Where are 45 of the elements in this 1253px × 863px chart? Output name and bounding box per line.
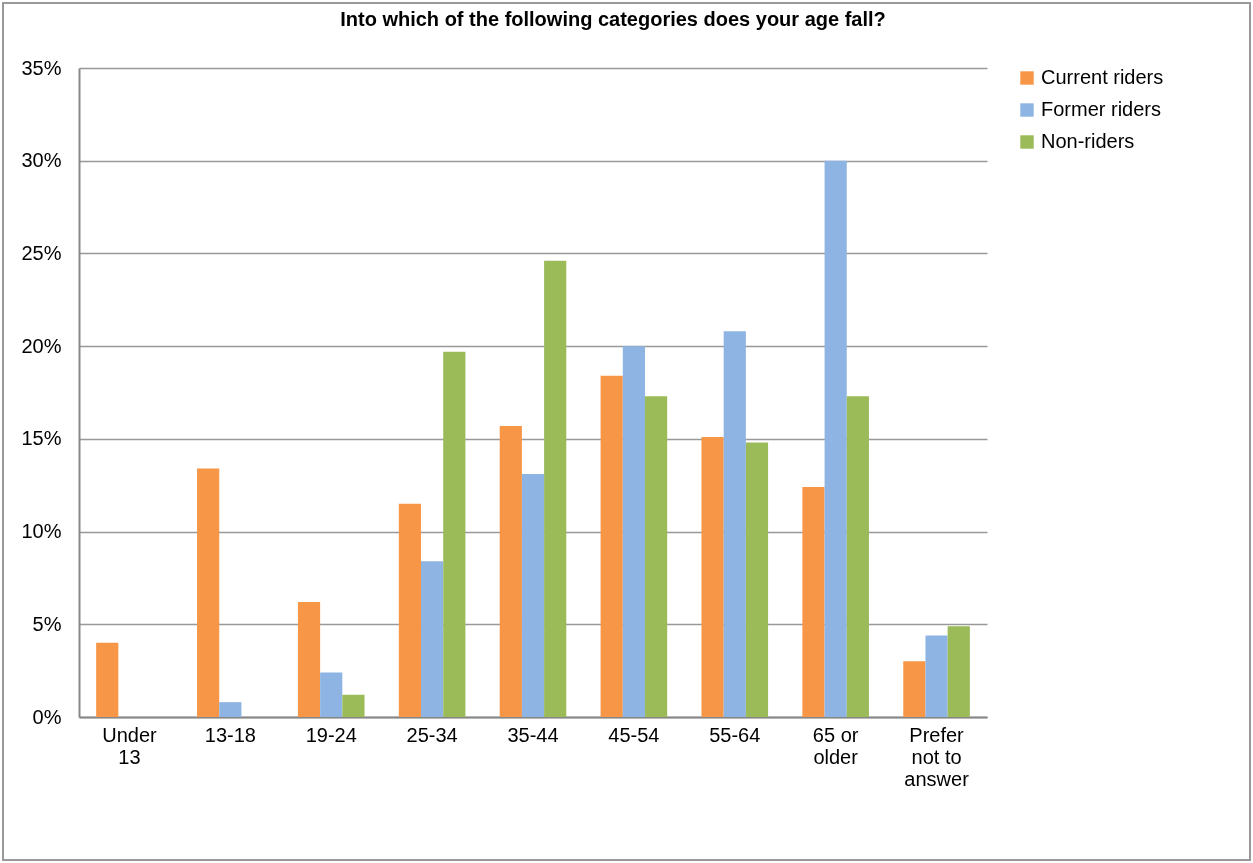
y-tick-label: 10% xyxy=(21,520,62,543)
x-tick-label: 65 or older xyxy=(812,723,859,768)
x-tick-label: Prefer not to answer xyxy=(904,723,970,790)
legend-label: Current riders xyxy=(1041,66,1164,88)
bar xyxy=(219,702,242,717)
y-tick-label: 15% xyxy=(21,427,62,450)
bar xyxy=(947,626,970,717)
legend-label: Non-riders xyxy=(1041,130,1135,152)
x-tick-label: 55-64 xyxy=(709,723,761,746)
y-tick-label: 25% xyxy=(21,241,62,264)
x-tick-label: 19-24 xyxy=(305,723,357,746)
y-tick-label: 5% xyxy=(32,612,62,635)
bar xyxy=(96,642,119,717)
y-tick-label: 0% xyxy=(32,705,62,728)
y-tick-label: 20% xyxy=(21,334,62,357)
bar xyxy=(846,396,869,717)
bar xyxy=(342,694,365,717)
bar xyxy=(600,375,623,717)
bar xyxy=(320,672,343,717)
bar xyxy=(398,503,422,717)
bar xyxy=(802,487,825,717)
bar xyxy=(521,474,545,717)
bar xyxy=(644,396,668,717)
bar xyxy=(925,635,948,717)
bar xyxy=(544,260,567,717)
bar xyxy=(824,160,847,717)
x-tick-label: 25-34 xyxy=(406,723,458,746)
bar xyxy=(622,346,645,717)
y-tick-label: 30% xyxy=(21,149,62,172)
legend-label: Former riders xyxy=(1041,98,1162,120)
bar xyxy=(297,602,321,717)
x-tick-label: Under 13 xyxy=(102,723,158,768)
y-tick-label: 35% xyxy=(21,56,62,79)
x-tick-label: 45-54 xyxy=(608,723,660,746)
bar xyxy=(745,442,769,717)
x-tick-label: 35-44 xyxy=(507,723,559,746)
bar xyxy=(197,468,220,717)
bar xyxy=(723,331,746,717)
bar xyxy=(499,425,522,717)
bar xyxy=(421,561,444,717)
bar xyxy=(903,661,926,717)
chart-title: Into which of the following categories does your age fall? xyxy=(340,8,886,30)
x-tick-label: 13-18 xyxy=(204,723,256,746)
bar xyxy=(443,351,466,717)
bar xyxy=(701,437,724,717)
